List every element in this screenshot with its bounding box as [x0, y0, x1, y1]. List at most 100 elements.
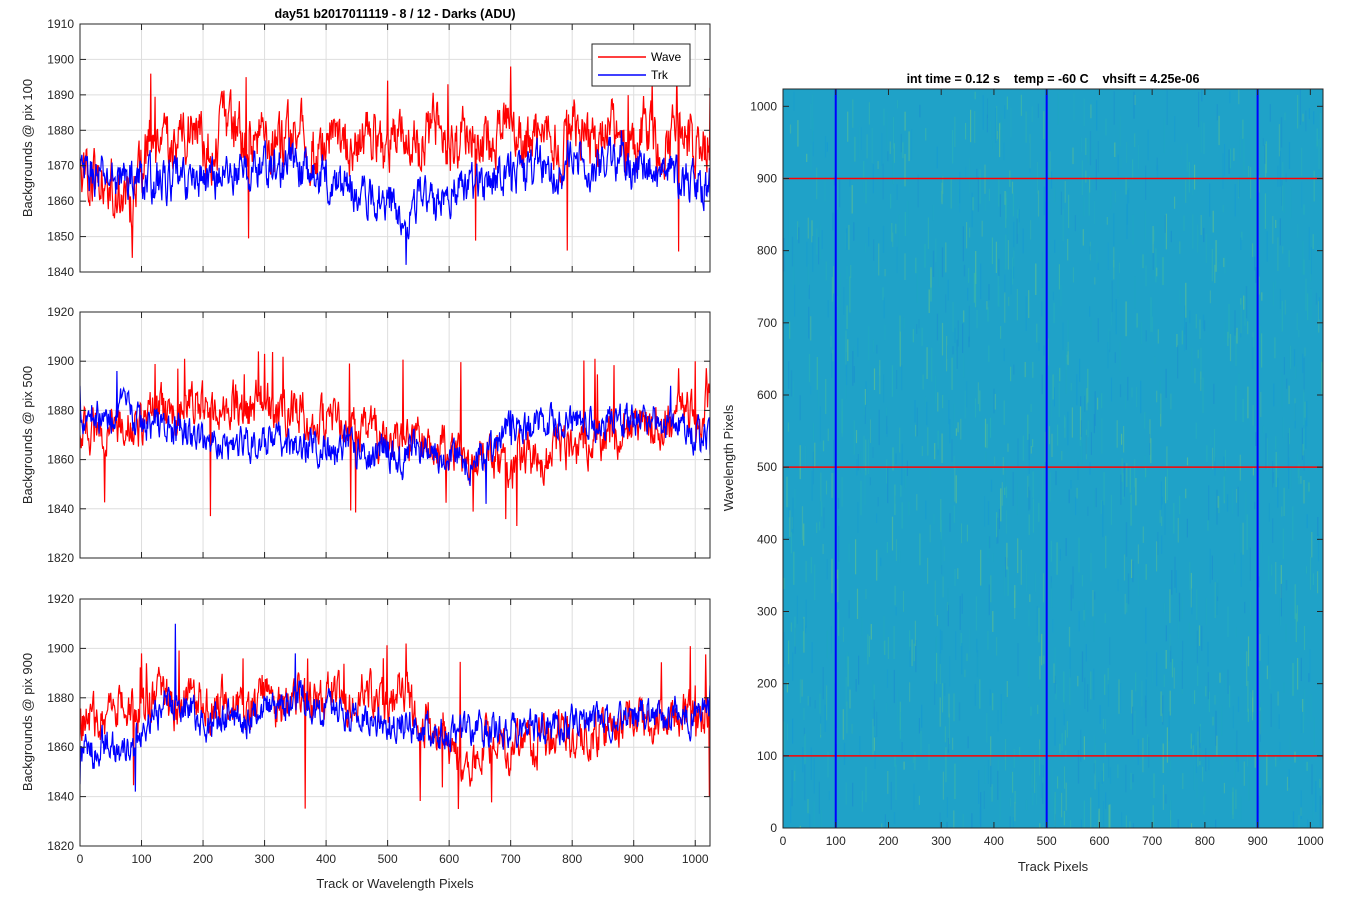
heatmap-streak	[1268, 555, 1270, 582]
heatmap-streak	[1282, 246, 1284, 254]
heatmap-streak	[967, 287, 969, 301]
heatmap-streak	[1156, 541, 1158, 572]
heatmap-streak	[845, 782, 847, 805]
heatmap-streak	[1083, 610, 1085, 621]
heatmap-streak	[909, 646, 911, 667]
heatmap-streak	[1054, 824, 1056, 828]
heatmap-streak	[1053, 387, 1055, 407]
heatmap-streak	[1262, 425, 1264, 434]
y-axis-label: Backgrounds @ pix 900	[20, 653, 35, 791]
heatmap-streak	[1017, 538, 1019, 574]
heatmap-streak	[901, 466, 903, 486]
heatmap-streak	[1138, 574, 1140, 597]
heatmap-streak	[1097, 262, 1099, 270]
y-tick-label: 900	[757, 171, 777, 185]
heatmap-streak	[880, 557, 882, 567]
heatmap-streak	[1235, 332, 1237, 367]
heatmap-streak	[957, 422, 959, 433]
heatmap-streak	[1156, 157, 1158, 171]
heatmap-streak	[1259, 707, 1261, 735]
heatmap-streak	[1094, 760, 1096, 790]
heatmap-streak	[863, 161, 865, 178]
heatmap-streak	[1277, 237, 1279, 271]
heatmap-streak	[811, 642, 813, 674]
heatmap-streak	[1054, 792, 1056, 826]
heatmap-streak	[895, 764, 897, 800]
heatmap-streak	[1294, 657, 1296, 678]
y-tick-label: 1840	[47, 265, 74, 279]
heatmap-streak	[1319, 778, 1321, 788]
heatmap-streak	[852, 351, 854, 386]
heatmap-streak	[809, 697, 811, 707]
heatmap-streak	[1092, 589, 1094, 617]
heatmap-streak	[1185, 179, 1187, 203]
heatmap-streak	[794, 616, 796, 647]
heatmap-streak	[1179, 495, 1181, 515]
heatmap-streak	[919, 104, 921, 118]
heatmap-streak	[1080, 438, 1082, 462]
heatmap-streak	[792, 652, 794, 681]
heatmap-streak	[1084, 602, 1086, 627]
heatmap-streak	[1310, 247, 1312, 275]
heatmap-streak	[921, 327, 923, 346]
heatmap-streak	[1259, 326, 1261, 342]
heatmap-streak	[1223, 782, 1225, 794]
heatmap-streak	[916, 407, 918, 437]
x-tick-label: 300	[931, 834, 951, 848]
heatmap-streak	[911, 129, 913, 161]
heatmap-streak	[1246, 752, 1249, 767]
heatmap-streak	[943, 546, 945, 561]
heatmap-streak	[825, 378, 827, 414]
heatmap-streak	[921, 704, 923, 728]
heatmap-streak	[1282, 417, 1284, 438]
heatmap-streak	[1212, 210, 1214, 233]
heatmap-streak	[1282, 161, 1284, 178]
heatmap-streak	[952, 346, 954, 355]
heatmap-streak	[788, 361, 790, 390]
heatmap-streak	[985, 451, 987, 473]
heatmap-streak	[1087, 420, 1089, 438]
heatmap-streak	[1123, 554, 1126, 581]
heatmap-streak	[920, 730, 922, 754]
heatmap-streak	[793, 91, 795, 111]
heatmap-streak	[1032, 361, 1034, 378]
heatmap-streak	[846, 305, 848, 329]
heatmap-streak	[994, 456, 996, 465]
heatmap-streak	[1000, 488, 1002, 522]
heatmap-streak	[820, 809, 822, 828]
heatmap-streak	[1027, 475, 1029, 498]
heatmap-streak	[1017, 643, 1019, 677]
heatmap-streak	[1000, 694, 1002, 724]
heatmap-streak	[1166, 468, 1169, 501]
heatmap-streak	[1108, 804, 1110, 828]
heatmap-streak	[1261, 541, 1263, 554]
heatmap-streak	[986, 423, 988, 449]
heatmap-title: int time = 0.12 s temp = -60 C vhsift = …	[907, 72, 1200, 86]
heatmap-streak	[1260, 702, 1262, 729]
heatmap-streak	[938, 268, 940, 288]
heatmap-streak	[1131, 689, 1133, 714]
heatmap-streak	[987, 536, 989, 559]
heatmap-streak	[796, 595, 798, 624]
heatmap-streak	[1086, 388, 1088, 411]
heatmap-streak	[1069, 647, 1071, 678]
heatmap-streak	[1321, 362, 1323, 395]
heatmap-streak	[922, 374, 924, 390]
heatmap-streak	[1285, 173, 1287, 182]
heatmap-streak	[1192, 745, 1194, 757]
heatmap-streak	[1166, 90, 1168, 125]
heatmap-streak	[1229, 91, 1231, 104]
heatmap-streak	[1274, 819, 1276, 828]
heatmap-streak	[898, 214, 900, 251]
heatmap-streak	[1107, 680, 1110, 707]
heatmap-streak	[1086, 389, 1088, 405]
heatmap-streak	[1058, 264, 1060, 290]
heatmap-streak	[1098, 808, 1100, 828]
heatmap-streak	[869, 477, 871, 486]
heatmap-streak	[1159, 380, 1161, 414]
heatmap-streak	[1001, 482, 1003, 506]
heatmap-streak	[1156, 267, 1158, 277]
heatmap-streak	[839, 273, 841, 307]
heatmap-streak	[870, 624, 872, 640]
